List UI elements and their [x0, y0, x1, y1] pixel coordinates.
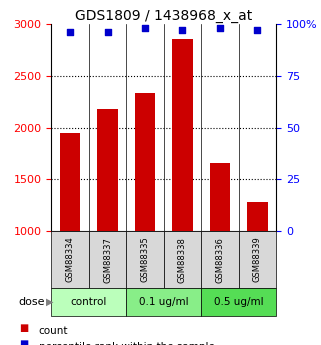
Point: [105, 30, 110, 35]
Point: [180, 28, 185, 33]
Text: GSM88337: GSM88337: [103, 237, 112, 283]
Bar: [210, 163, 230, 231]
Text: GSM88335: GSM88335: [141, 237, 150, 283]
Text: control: control: [71, 297, 107, 307]
Bar: [135, 93, 155, 231]
Bar: [60, 133, 80, 231]
Title: GDS1809 / 1438968_x_at: GDS1809 / 1438968_x_at: [75, 9, 252, 23]
Point: [255, 28, 260, 33]
Text: GSM88336: GSM88336: [215, 237, 224, 283]
Point: [67, 30, 73, 35]
Text: ■: ■: [20, 339, 29, 345]
Text: ■: ■: [20, 323, 29, 333]
Point: [217, 26, 222, 31]
Point: [143, 26, 148, 31]
Bar: [172, 39, 193, 231]
Text: dose: dose: [18, 297, 45, 307]
Text: 0.1 ug/ml: 0.1 ug/ml: [139, 297, 188, 307]
Text: GSM88338: GSM88338: [178, 237, 187, 283]
Text: percentile rank within the sample: percentile rank within the sample: [39, 342, 214, 345]
Text: count: count: [39, 326, 68, 336]
Text: ▶: ▶: [46, 297, 54, 307]
Text: GSM88339: GSM88339: [253, 237, 262, 283]
Bar: [247, 202, 268, 231]
Text: 0.5 ug/ml: 0.5 ug/ml: [214, 297, 264, 307]
Text: GSM88334: GSM88334: [65, 237, 74, 283]
Bar: [97, 109, 118, 231]
